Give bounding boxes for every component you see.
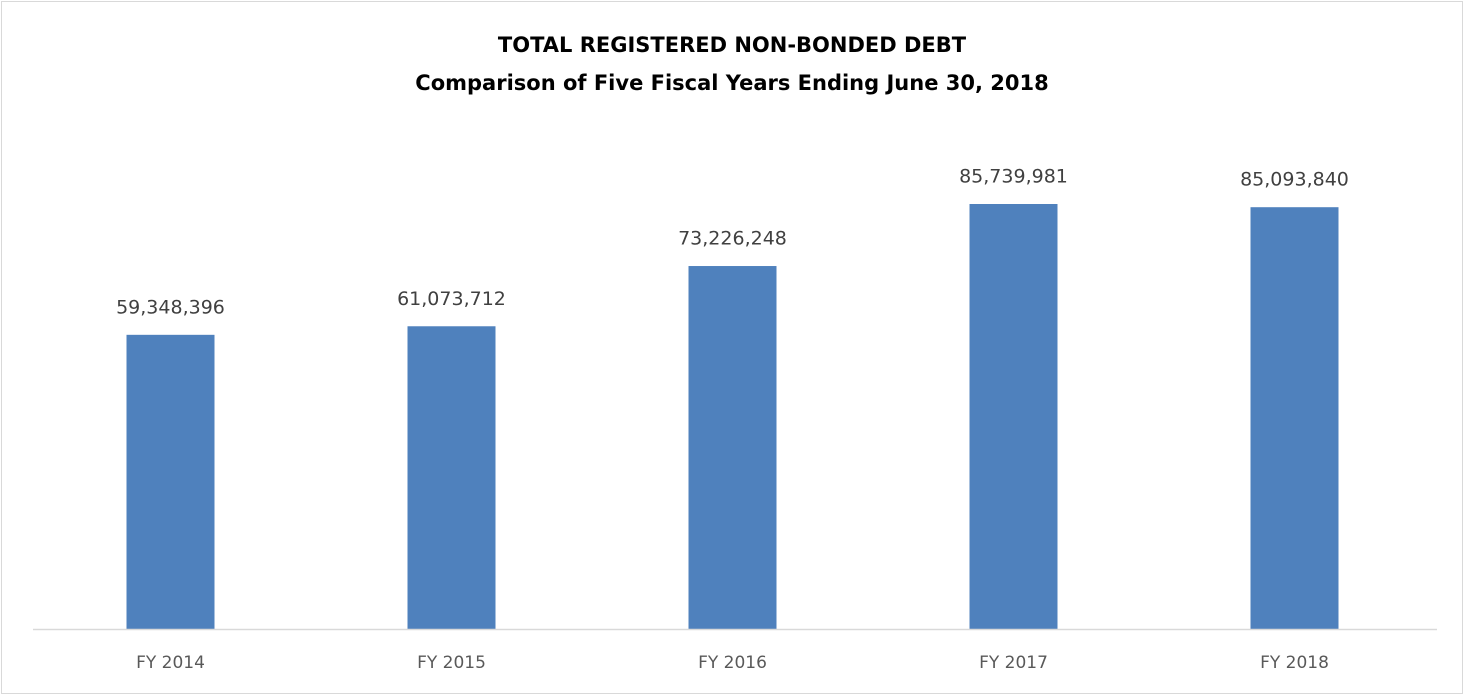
x-tick-label: FY 2014 bbox=[136, 653, 205, 673]
bar bbox=[688, 266, 777, 629]
chart-title: TOTAL REGISTERED NON-BONDED DEBT bbox=[498, 33, 967, 57]
value-label: 73,226,248 bbox=[678, 228, 787, 250]
x-tick-label: FY 2016 bbox=[698, 653, 767, 673]
chart-subtitle: Comparison of Five Fiscal Years Ending J… bbox=[415, 71, 1048, 95]
value-label: 61,073,712 bbox=[397, 288, 506, 310]
bar bbox=[1250, 207, 1339, 629]
value-label: 85,093,840 bbox=[1240, 169, 1349, 191]
x-tick-label: FY 2015 bbox=[417, 653, 486, 673]
value-label: 85,739,981 bbox=[959, 166, 1068, 188]
x-tick-label: FY 2018 bbox=[1260, 653, 1329, 673]
value-label: 59,348,396 bbox=[116, 296, 225, 318]
bar bbox=[126, 334, 215, 629]
bar bbox=[969, 204, 1058, 629]
bar bbox=[407, 326, 496, 629]
x-tick-label: FY 2017 bbox=[979, 653, 1048, 673]
